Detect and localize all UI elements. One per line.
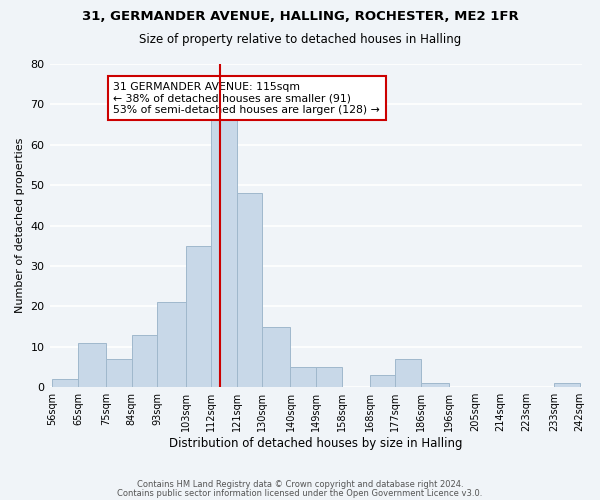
Text: Contains HM Land Registry data © Crown copyright and database right 2024.: Contains HM Land Registry data © Crown c… xyxy=(137,480,463,489)
Bar xyxy=(52,379,78,387)
Bar xyxy=(421,383,449,387)
Y-axis label: Number of detached properties: Number of detached properties xyxy=(15,138,25,314)
Text: Size of property relative to detached houses in Halling: Size of property relative to detached ho… xyxy=(139,32,461,46)
Bar xyxy=(185,246,211,387)
Bar xyxy=(262,326,290,387)
Text: 31 GERMANDER AVENUE: 115sqm
← 38% of detached houses are smaller (91)
53% of sem: 31 GERMANDER AVENUE: 115sqm ← 38% of det… xyxy=(113,82,380,115)
Bar xyxy=(290,367,316,387)
X-axis label: Distribution of detached houses by size in Halling: Distribution of detached houses by size … xyxy=(169,437,463,450)
Bar xyxy=(554,383,580,387)
Text: 31, GERMANDER AVENUE, HALLING, ROCHESTER, ME2 1FR: 31, GERMANDER AVENUE, HALLING, ROCHESTER… xyxy=(82,10,518,23)
Bar xyxy=(211,116,236,387)
Bar xyxy=(157,302,185,387)
Text: Contains public sector information licensed under the Open Government Licence v3: Contains public sector information licen… xyxy=(118,488,482,498)
Bar xyxy=(370,375,395,387)
Bar xyxy=(236,194,262,387)
Bar xyxy=(395,359,421,387)
Bar xyxy=(132,334,157,387)
Bar xyxy=(78,343,106,387)
Bar xyxy=(106,359,132,387)
Bar xyxy=(316,367,341,387)
